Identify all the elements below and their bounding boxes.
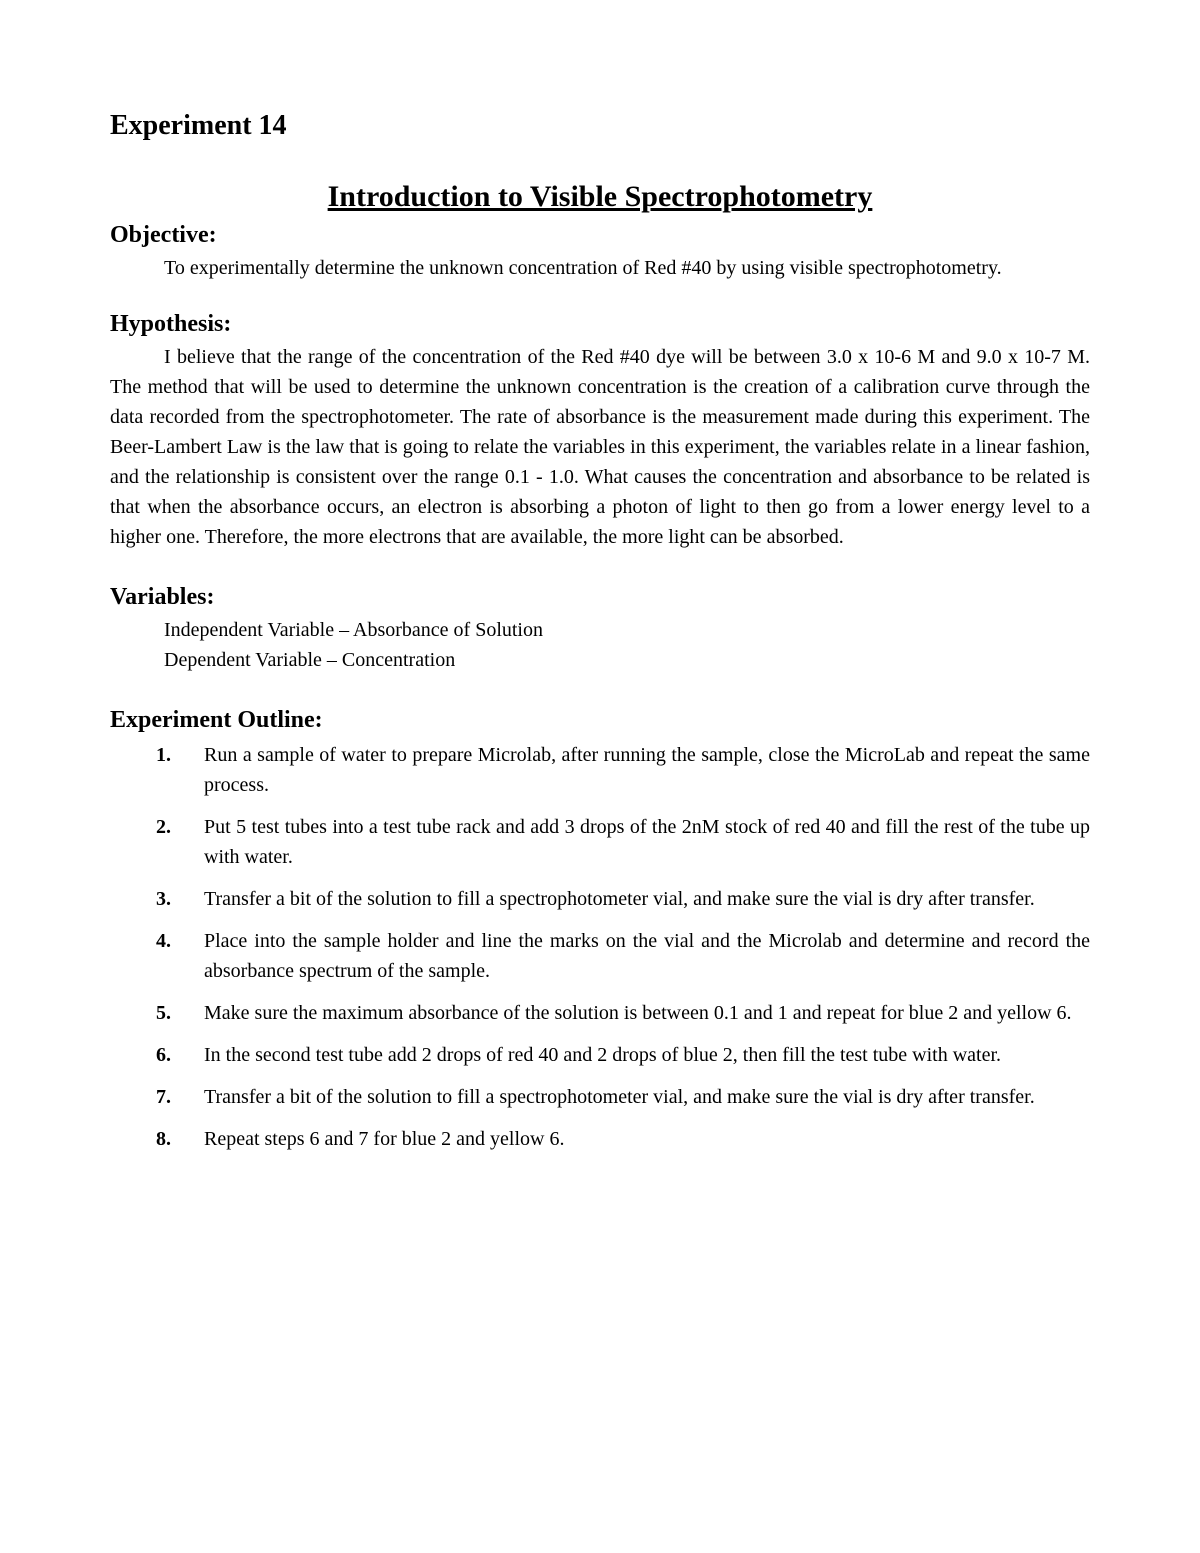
step-number: 2. (156, 812, 171, 842)
step-number: 7. (156, 1082, 171, 1112)
step-number: 8. (156, 1124, 171, 1154)
step-number: 1. (156, 740, 171, 770)
dependent-variable: Dependent Variable – Concentration (110, 645, 1090, 675)
hypothesis-heading: Hypothesis: (110, 311, 1090, 338)
outline-step: 5. Make sure the maximum absorbance of th… (110, 998, 1090, 1028)
hypothesis-section: Hypothesis: I believe that the range of … (110, 311, 1090, 552)
outline-steps-list: 1. Run a sample of water to prepare Micro… (110, 740, 1090, 1154)
independent-variable: Independent Variable – Absorbance of Sol… (110, 615, 1090, 645)
step-text: Repeat steps 6 and 7 for blue 2 and yell… (204, 1128, 564, 1150)
objective-text: To experimentally determine the unknown … (110, 253, 1090, 283)
objective-heading: Objective: (110, 222, 1090, 249)
variables-section: Variables: Independent Variable – Absorb… (110, 584, 1090, 675)
step-text: Place into the sample holder and line th… (204, 930, 1090, 982)
outline-heading: Experiment Outline: (110, 707, 1090, 734)
step-number: 4. (156, 926, 171, 956)
outline-step: 6. In the second test tube add 2 drops of… (110, 1040, 1090, 1070)
step-number: 5. (156, 998, 171, 1028)
step-text: Put 5 test tubes into a test tube rack a… (204, 816, 1090, 868)
step-text: Make sure the maximum absorbance of the … (204, 1002, 1072, 1024)
outline-step: 2. Put 5 test tubes into a test tube rack… (110, 812, 1090, 872)
objective-section: Objective: To experimentally determine t… (110, 222, 1090, 283)
step-text: Transfer a bit of the solution to fill a… (204, 1086, 1035, 1108)
step-number: 3. (156, 884, 171, 914)
experiment-number: Experiment 14 (110, 110, 1090, 142)
outline-step: 8. Repeat steps 6 and 7 for blue 2 and ye… (110, 1124, 1090, 1154)
document-title: Introduction to Visible Spectrophotometr… (110, 180, 1090, 214)
hypothesis-text: I believe that the range of the concentr… (110, 342, 1090, 552)
outline-step: 1. Run a sample of water to prepare Micro… (110, 740, 1090, 800)
outline-step: 4. Place into the sample holder and line … (110, 926, 1090, 986)
outline-step: 3. Transfer a bit of the solution to fill… (110, 884, 1090, 914)
outline-section: Experiment Outline: 1. Run a sample of wa… (110, 707, 1090, 1154)
step-number: 6. (156, 1040, 171, 1070)
step-text: In the second test tube add 2 drops of r… (204, 1044, 1001, 1066)
document-page: Experiment 14 Introduction to Visible Sp… (0, 0, 1200, 1553)
step-text: Run a sample of water to prepare Microla… (204, 744, 1090, 796)
outline-step: 7. Transfer a bit of the solution to fill… (110, 1082, 1090, 1112)
step-text: Transfer a bit of the solution to fill a… (204, 888, 1035, 910)
variables-heading: Variables: (110, 584, 1090, 611)
